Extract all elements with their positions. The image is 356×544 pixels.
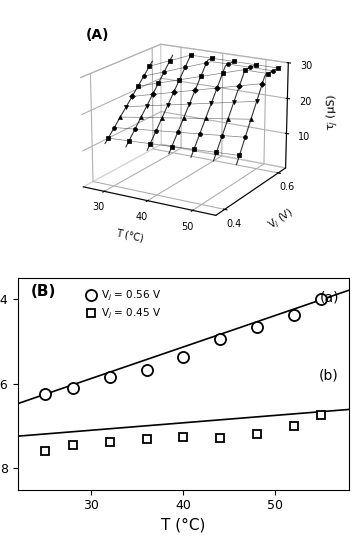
V$_j$ = 0.45 V	[108, 438, 112, 445]
Line: V$_j$ = 0.56 V: V$_j$ = 0.56 V	[40, 293, 327, 400]
V$_j$ = 0.45 V	[255, 431, 259, 438]
V$_j$ = 0.45 V	[218, 434, 222, 441]
V$_j$ = 0.56 V	[108, 374, 112, 380]
V$_j$ = 0.56 V	[181, 354, 185, 360]
V$_j$ = 0.45 V	[71, 442, 75, 448]
V$_j$ = 0.56 V	[255, 324, 259, 331]
V$_j$ = 0.45 V	[181, 434, 185, 440]
V$_j$ = 0.56 V	[145, 367, 149, 373]
V$_j$ = 0.56 V	[319, 295, 323, 302]
Line: V$_j$ = 0.45 V: V$_j$ = 0.45 V	[41, 411, 325, 455]
V$_j$ = 0.45 V	[319, 412, 323, 419]
X-axis label: T (°C): T (°C)	[115, 228, 145, 243]
V$_j$ = 0.56 V	[292, 311, 296, 318]
Text: (A): (A)	[85, 28, 109, 42]
V$_j$ = 0.56 V	[43, 391, 48, 398]
V$_j$ = 0.56 V	[218, 336, 222, 342]
V$_j$ = 0.45 V	[43, 448, 48, 455]
Text: (b): (b)	[319, 369, 339, 383]
Y-axis label: V$_j$ (V): V$_j$ (V)	[266, 206, 297, 233]
V$_j$ = 0.56 V	[71, 385, 75, 391]
Legend: V$_j$ = 0.56 V, V$_j$ = 0.45 V: V$_j$ = 0.56 V, V$_j$ = 0.45 V	[83, 287, 164, 323]
V$_j$ = 0.45 V	[145, 435, 149, 442]
Text: (B): (B)	[31, 284, 56, 299]
X-axis label: T (°C): T (°C)	[161, 518, 205, 533]
Text: (a): (a)	[319, 290, 339, 304]
V$_j$ = 0.45 V	[292, 423, 296, 429]
